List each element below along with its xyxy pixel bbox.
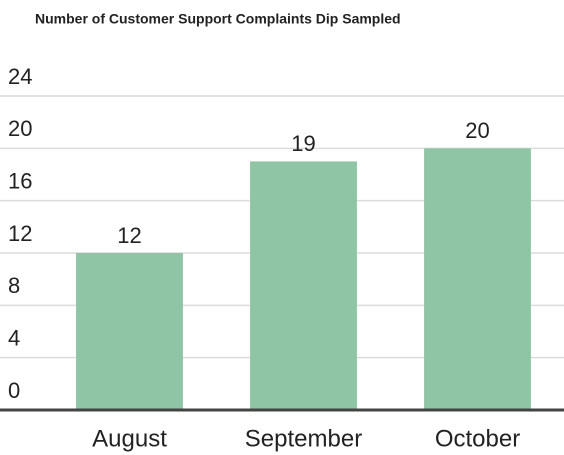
y-tick-label: 24 xyxy=(8,64,32,89)
x-tick-label: August xyxy=(92,425,167,452)
y-tick-label: 20 xyxy=(8,116,32,141)
bar xyxy=(250,161,357,410)
y-tick-label: 0 xyxy=(8,378,20,403)
bar xyxy=(424,148,531,411)
y-tick-label: 8 xyxy=(8,273,20,298)
y-tick-label: 16 xyxy=(8,168,32,193)
x-tick-label: September xyxy=(245,425,362,452)
data-label: 20 xyxy=(465,118,489,143)
y-tick-label: 12 xyxy=(8,221,32,246)
data-label: 12 xyxy=(117,223,141,248)
data-label: 19 xyxy=(291,131,315,156)
y-tick-label: 4 xyxy=(8,325,20,350)
bar xyxy=(76,253,183,410)
chart-title: Number of Customer Support Complaints Di… xyxy=(35,11,401,27)
x-tick-label: October xyxy=(435,425,520,452)
